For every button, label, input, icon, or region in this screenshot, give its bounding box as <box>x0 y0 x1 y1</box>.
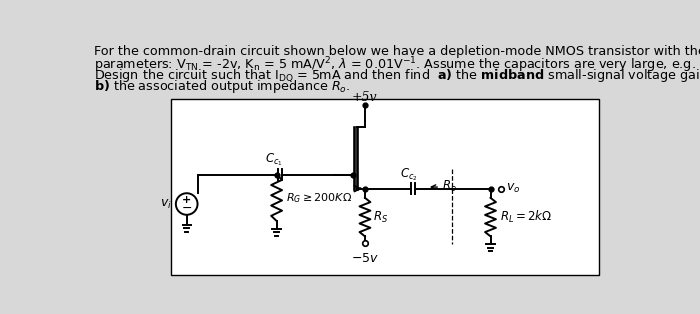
Text: $v_o$: $v_o$ <box>506 182 520 195</box>
Text: +: + <box>182 195 191 205</box>
Text: $C_{c_2}$: $C_{c_2}$ <box>400 166 418 183</box>
Text: $R_S$: $R_S$ <box>372 209 388 225</box>
Text: parameters: V$_{\rm TN}$ = -2v, K$_{\rm n}$ = 5 mA/V$^2$, $\lambda$ = 0.01V$^{-1: parameters: V$_{\rm TN}$ = -2v, K$_{\rm … <box>94 55 700 75</box>
Bar <box>172 99 599 275</box>
Text: $R_G \geq 200K\Omega$: $R_G \geq 200K\Omega$ <box>286 191 352 205</box>
Text: +5v: +5v <box>352 91 378 104</box>
Text: For the common-drain circuit shown below we have a depletion-mode NMOS transisto: For the common-drain circuit shown below… <box>94 46 700 58</box>
Text: $-5v$: $-5v$ <box>351 252 379 265</box>
Text: −: − <box>181 202 192 215</box>
Text: $v_i$: $v_i$ <box>160 198 172 211</box>
Text: $C_{c_1}$: $C_{c_1}$ <box>265 151 282 168</box>
Text: $R_L = 2k\Omega$: $R_L = 2k\Omega$ <box>500 209 552 225</box>
Text: $R_o$: $R_o$ <box>442 179 457 194</box>
Text: Design the circuit such that I$_{\rm DQ}$ = 5mA and then find  $\bf{a)}$ the $\b: Design the circuit such that I$_{\rm DQ}… <box>94 68 700 84</box>
Text: $\bf{b)}$ the associated output impedance $R_o$.: $\bf{b)}$ the associated output impedanc… <box>94 78 350 95</box>
